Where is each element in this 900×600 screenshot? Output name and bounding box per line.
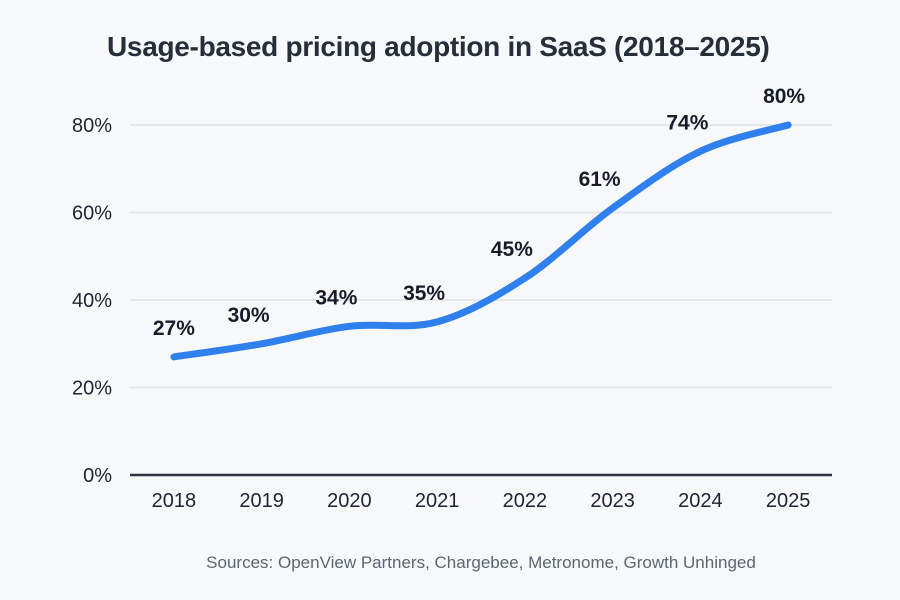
x-axis-tick-2023: 2023 [590,490,635,512]
y-axis-tick-0: 0% [83,465,112,487]
data-label-2018: 27% [153,317,195,340]
x-axis-tick-2020: 2020 [327,490,372,512]
data-label-2024: 74% [666,111,708,134]
y-axis-tick-40: 40% [72,290,112,312]
data-label-2023: 61% [579,168,621,191]
source-note: Sources: OpenView Partners, Chargebee, M… [206,553,756,572]
x-axis-tick-2024: 2024 [678,490,723,512]
x-axis-tick-2021: 2021 [415,490,460,512]
y-axis-tick-20: 20% [72,378,112,400]
chart-title: Usage-based pricing adoption in SaaS (20… [107,31,770,62]
x-axis-tick-2018: 2018 [152,490,197,512]
data-label-2021: 35% [403,282,445,305]
x-axis-tick-2025: 2025 [766,490,811,512]
trend-line [170,121,792,361]
y-axis-tick-80: 80% [72,115,112,137]
x-axis-tick-2022: 2022 [503,490,548,512]
data-label-2019: 30% [228,304,270,327]
data-label-2020: 34% [315,286,357,309]
y-axis-tick-60: 60% [72,203,112,225]
x-axis-tick-2019: 2019 [239,490,284,512]
data-label-2025: 80% [763,85,805,108]
data-label-2022: 45% [491,238,533,261]
